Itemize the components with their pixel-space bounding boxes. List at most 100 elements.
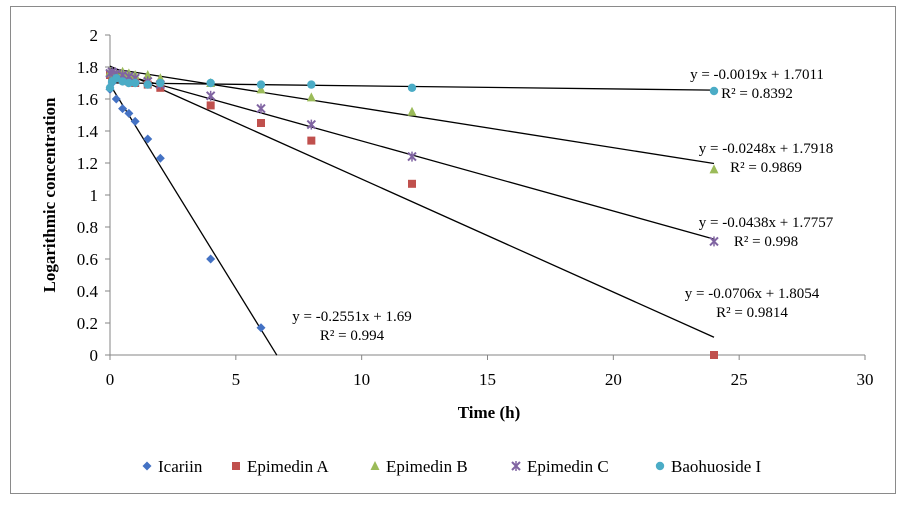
r-squared-epimedin-a: R² = 0.9814 <box>716 305 788 321</box>
point-icariin <box>111 94 121 104</box>
circle-marker <box>709 86 719 96</box>
x-tick-label: 25 <box>731 370 748 389</box>
equation-baohuoside-i: y = -0.0019x + 1.7011 <box>690 67 824 83</box>
point-baohuoside-i <box>105 83 115 93</box>
legend-marker <box>232 462 240 470</box>
circle-marker <box>130 78 140 88</box>
r-squared-baohuoside-i: R² = 0.8392 <box>721 86 793 102</box>
point-epimedin-c <box>407 151 417 162</box>
x-tick-label: 20 <box>605 370 622 389</box>
circle-marker <box>124 78 134 88</box>
y-tick-label: 1.8 <box>77 58 98 77</box>
chart-frame <box>10 6 896 494</box>
x-tick-label: 30 <box>857 370 874 389</box>
diamond-marker <box>111 94 121 104</box>
y-tick-label: 0.8 <box>77 218 98 237</box>
y-axis-title: Logarithmic concentration <box>40 97 59 293</box>
legend-label: Baohuoside I <box>671 457 762 476</box>
axes: 00.20.40.60.811.21.41.61.820 5 10 15 20 25 30 <box>77 26 874 389</box>
diamond-marker <box>130 116 140 126</box>
y-tick-label: 0 <box>90 346 99 365</box>
trendline-epimedin-b <box>109 67 715 165</box>
x-tick-label: 5 <box>232 370 241 389</box>
point-epimedin-b <box>306 92 316 102</box>
legend-item-icariin: Icariin <box>142 457 203 476</box>
y-tick-label: 1 <box>90 186 99 205</box>
diamond-marker <box>256 323 266 333</box>
point-epimedin-b <box>407 106 417 116</box>
y-tick-label: 2 <box>90 26 99 45</box>
y-tick-label: 1.6 <box>77 90 98 109</box>
legend-marker <box>655 461 665 471</box>
diamond-marker <box>142 461 152 471</box>
point-icariin <box>206 254 216 264</box>
point-baohuoside-i <box>112 74 121 83</box>
triangle-marker <box>143 70 153 79</box>
x-axis-title: Time (h) <box>458 403 521 422</box>
square-marker <box>206 101 215 110</box>
legend-item-epimedin-b: Epimedin B <box>370 457 468 476</box>
circle-marker <box>156 78 165 88</box>
point-epimedin-a <box>408 179 416 188</box>
data-points <box>105 66 719 359</box>
circle-marker <box>407 83 417 93</box>
equation-epimedin-a: y = -0.0706x + 1.8054 <box>685 286 820 302</box>
point-baohuoside-i <box>256 80 266 89</box>
point-epimedin-b <box>709 164 719 174</box>
point-icariin <box>118 104 128 114</box>
point-baohuoside-i <box>156 78 165 88</box>
diamond-marker <box>143 134 153 144</box>
circle-marker <box>655 461 665 471</box>
point-baohuoside-i <box>130 78 140 88</box>
point-baohuoside-i <box>143 80 152 89</box>
equation-epimedin-c: y = -0.0438x + 1.7757 <box>699 215 834 231</box>
legend-item-epimedin-c: Epimedin C <box>511 457 609 476</box>
y-tick-label: 0.4 <box>77 282 99 301</box>
point-baohuoside-i <box>709 86 719 96</box>
point-epimedin-a <box>710 351 718 359</box>
point-epimedin-c <box>709 236 719 247</box>
triangle-marker <box>709 164 719 174</box>
point-icariin <box>124 108 134 118</box>
y-tick-label: 0.2 <box>77 314 98 333</box>
point-epimedin-c <box>256 103 266 114</box>
legend-label: Icariin <box>158 457 203 476</box>
y-tick-label: 0.6 <box>77 250 98 269</box>
y-tick-label: 1.2 <box>77 154 98 173</box>
point-epimedin-c <box>306 119 317 130</box>
r-squared-epimedin-b: R² = 0.9869 <box>730 160 802 176</box>
diamond-marker <box>118 104 128 114</box>
legend-label: Epimedin A <box>247 457 329 476</box>
equations: y = -0.2551x + 1.69 R² = 0.994 y = -0.0706… <box>292 67 833 344</box>
y-tick-label: 1.4 <box>77 122 99 141</box>
point-icariin <box>130 116 140 126</box>
diamond-marker <box>155 153 165 163</box>
point-epimedin-a <box>206 101 215 110</box>
point-epimedin-c <box>205 90 216 101</box>
x-tick-label: 15 <box>479 370 496 389</box>
point-epimedin-a <box>307 136 316 145</box>
circle-marker <box>206 78 215 88</box>
point-icariin <box>143 134 153 144</box>
circle-marker <box>112 74 121 83</box>
diamond-marker <box>124 108 134 118</box>
diamond-marker <box>206 254 216 264</box>
r-squared-icariin: R² = 0.994 <box>320 328 385 344</box>
legend-marker <box>511 461 521 471</box>
point-epimedin-b <box>143 70 153 79</box>
square-marker <box>257 119 265 127</box>
legend-marker <box>142 461 152 471</box>
point-epimedin-a <box>257 119 265 127</box>
point-baohuoside-i <box>118 77 127 86</box>
square-marker <box>408 179 416 188</box>
legend-item-epimedin-a: Epimedin A <box>232 457 329 476</box>
point-icariin <box>256 323 266 333</box>
legend-label: Epimedin C <box>527 457 609 476</box>
square-marker <box>710 351 718 359</box>
x-tick-label: 10 <box>353 370 370 389</box>
square-marker <box>307 136 316 145</box>
triangle-marker <box>370 461 380 470</box>
triangle-marker <box>306 92 316 102</box>
legend-label: Epimedin B <box>386 457 468 476</box>
